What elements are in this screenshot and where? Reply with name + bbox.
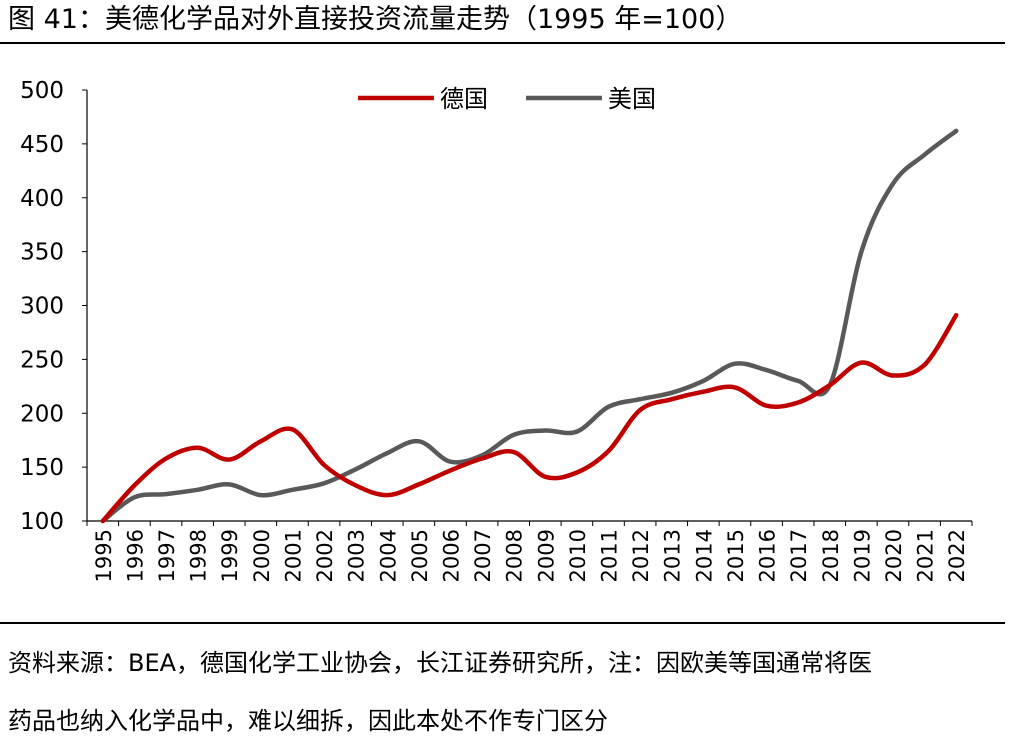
x-tick-label: 2016 — [756, 529, 780, 582]
series-line-germany — [100, 312, 959, 524]
source-note-line2: 药品也纳入化学品中，难以细拆，因此本处不作专门区分 — [8, 707, 608, 735]
x-tick-label: 1998 — [187, 529, 211, 582]
x-tick-label: 2020 — [882, 529, 906, 582]
x-axis-ticks: 1995 1996 1997 1998 1999 2000 2001 2002 2003 2004… — [86, 521, 973, 582]
y-tick-label: 300 — [20, 294, 64, 320]
x-tick-label: 2019 — [850, 529, 874, 582]
x-tick-label: 2014 — [692, 529, 716, 582]
series-lines — [100, 128, 959, 524]
y-axis-ticks: 100 150 200 250 300 350 400 450 500 — [20, 78, 87, 535]
y-tick-label: 350 — [20, 240, 64, 266]
x-tick-label: 2012 — [629, 529, 653, 582]
y-tick-label: 150 — [20, 455, 64, 481]
x-tick-label: 1995 — [92, 529, 116, 582]
x-tick-label: 2001 — [281, 529, 305, 582]
source-note-line1: 资料来源：BEA，德国化学工业协会，长江证券研究所，注：因欧美等国通常将医 — [8, 649, 873, 677]
x-tick-label: 2006 — [439, 529, 463, 582]
y-tick-label: 100 — [20, 509, 64, 535]
x-tick-label: 2003 — [345, 529, 369, 582]
line-chart: 100 150 200 250 300 350 400 450 500 1995 1996 1997… — [20, 78, 973, 582]
y-tick-label: 400 — [20, 186, 64, 212]
legend-label: 德国 — [440, 85, 488, 113]
x-tick-label: 2015 — [724, 529, 748, 582]
legend: 德国 美国 — [358, 85, 656, 113]
x-tick-label: 2004 — [376, 529, 400, 582]
x-tick-label: 1996 — [123, 529, 147, 582]
x-tick-label: 2022 — [945, 529, 969, 582]
x-tick-label: 2007 — [471, 529, 495, 582]
y-tick-label: 500 — [20, 78, 64, 104]
figure-title: 图 41：美德化学品对外直接投资流量走势（1995 年=100） — [8, 4, 743, 35]
x-tick-label: 1997 — [155, 529, 179, 582]
x-tick-label: 2011 — [598, 529, 622, 582]
x-tick-label: 1999 — [218, 529, 242, 582]
x-tick-label: 2021 — [914, 529, 938, 582]
source-rule — [0, 622, 1005, 624]
legend-label: 美国 — [608, 85, 656, 113]
title-rule — [0, 42, 1005, 44]
y-tick-label: 250 — [20, 347, 64, 373]
y-tick-label: 450 — [20, 132, 64, 158]
x-tick-label: 2000 — [250, 529, 274, 582]
y-tick-label: 200 — [20, 401, 64, 427]
x-tick-label: 2018 — [819, 529, 843, 582]
x-tick-label: 2002 — [313, 529, 337, 582]
x-tick-label: 2010 — [566, 529, 590, 582]
x-tick-label: 2008 — [503, 529, 527, 582]
x-tick-label: 2009 — [534, 529, 558, 582]
x-tick-label: 2013 — [661, 529, 685, 582]
x-tick-label: 2005 — [408, 529, 432, 582]
x-tick-label: 2017 — [787, 529, 811, 582]
